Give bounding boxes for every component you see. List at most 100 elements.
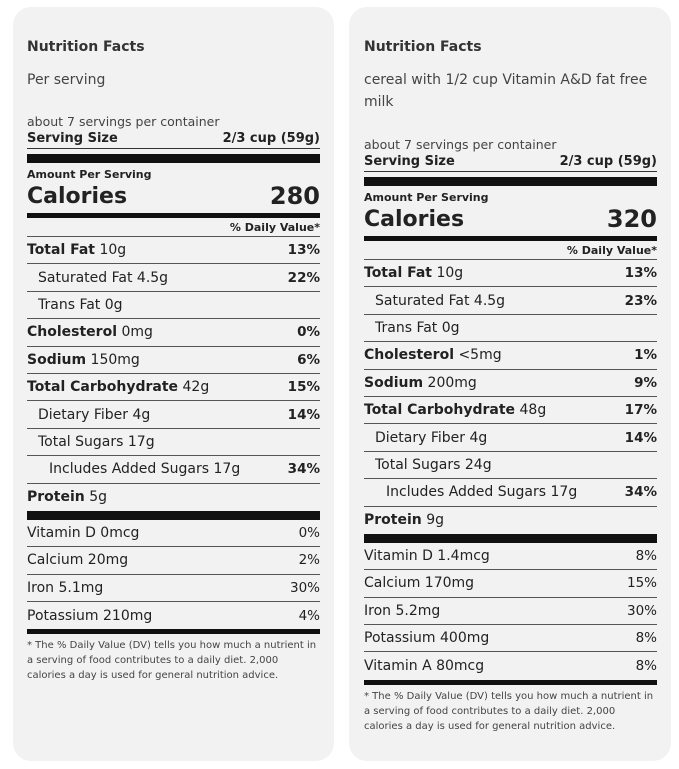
nutrient-row: Total Sugars 17g xyxy=(27,429,320,457)
nutrient-name: Saturated Fat xyxy=(375,292,470,309)
vitamin-dv: 15% xyxy=(626,575,657,592)
serving-size-row: Serving Size 2/3 cup (59g) xyxy=(364,152,657,172)
thick-divider xyxy=(364,533,657,543)
label-subtitle: Per serving xyxy=(27,72,106,88)
nutrient-row: Saturated Fat 4.5g 22% xyxy=(27,264,320,292)
vitamin-label: Potassium 400mg xyxy=(364,630,490,647)
nutrient-dv: 13% xyxy=(624,265,657,282)
vitamin-row: Calcium 170mg 15% xyxy=(364,570,657,598)
nutrient-row: Sodium 150mg 6% xyxy=(27,347,320,374)
nutrient-name: Protein xyxy=(364,512,422,529)
nutrient-row: Trans Fat 0g xyxy=(364,315,657,343)
servings-per-container: about 7 servings per container xyxy=(27,114,220,129)
label-title: Nutrition Facts xyxy=(27,39,145,55)
vitamin-label: Potassium 210mg xyxy=(27,607,153,624)
calories-row: Calories 320 xyxy=(364,204,657,234)
footnote: * The % Daily Value (DV) tells you how m… xyxy=(27,640,317,682)
nutrient-amount: 17g xyxy=(127,433,155,450)
nutrient-name: Cholesterol xyxy=(27,324,117,341)
nutrition-panel-per-serving: Nutrition Facts Per serving about 7 serv… xyxy=(13,7,334,761)
vitamin-row: Vitamin D 0mcg 0% xyxy=(27,520,320,548)
nutrient-name: Total Sugars xyxy=(38,433,124,450)
vitamin-row: Vitamin D 1.4mcg 8% xyxy=(364,543,657,571)
nutrient-dv: 34% xyxy=(287,461,320,478)
serving-size-row: Serving Size 2/3 cup (59g) xyxy=(27,129,320,149)
nutrient-amount: 4.5g xyxy=(473,292,506,309)
nutrient-amount: 0g xyxy=(441,319,460,336)
nutrient-dv: 13% xyxy=(287,242,320,259)
nutrient-dv: 14% xyxy=(287,406,320,423)
nutrition-panel-with-milk: Nutrition Facts cereal with 1/2 cup Vita… xyxy=(349,7,671,761)
nutrient-dv: 6% xyxy=(297,351,320,368)
vitamin-dv: 2% xyxy=(298,552,320,569)
medium-divider xyxy=(364,236,657,241)
vitamin-row: Vitamin A 80mcg 8% xyxy=(364,652,657,679)
nutrient-dv: 22% xyxy=(287,269,320,286)
medium-divider xyxy=(27,629,320,635)
nutrient-row: Dietary Fiber 4g 14% xyxy=(364,424,657,452)
nutrient-name: Includes Added Sugars xyxy=(49,461,210,478)
amount-per-serving: Amount Per Serving xyxy=(364,191,489,204)
serving-size-label: Serving Size xyxy=(27,131,118,146)
daily-value-header-row: % Daily Value* xyxy=(364,241,657,260)
nutrient-amount: 200mg xyxy=(427,374,477,391)
nutrient-amount: 17g xyxy=(550,484,578,501)
vitamin-row: Iron 5.2mg 30% xyxy=(364,598,657,626)
nutrient-name: Sodium xyxy=(27,351,87,368)
vitamin-dv: 8% xyxy=(635,658,657,675)
thick-divider xyxy=(27,154,320,163)
nutrient-amount: 0g xyxy=(104,296,123,313)
nutrient-name: Trans Fat xyxy=(375,319,438,336)
vitamin-dv: 30% xyxy=(289,579,320,596)
nutrient-amount: 10g xyxy=(436,265,464,282)
nutrient-row: Protein 9g xyxy=(364,507,657,534)
nutrient-row: Total Fat 10g 13% xyxy=(364,260,657,288)
serving-size-value: 2/3 cup (59g) xyxy=(222,131,320,146)
vitamin-label: Calcium 170mg xyxy=(364,575,475,592)
nutrient-amount: 4g xyxy=(132,406,151,423)
nutrient-amount: 48g xyxy=(519,402,547,419)
serving-size-label: Serving Size xyxy=(364,154,455,169)
nutrient-row: Trans Fat 0g xyxy=(27,292,320,320)
serving-size-value: 2/3 cup (59g) xyxy=(559,154,657,169)
vitamin-dv: 30% xyxy=(626,602,657,619)
vitamin-label: Iron 5.1mg xyxy=(27,579,104,596)
vitamin-list: Vitamin D 0mcg 0% Calcium 20mg 2% Iron 5… xyxy=(27,520,320,630)
vitamin-label: Vitamin D 0mcg xyxy=(27,525,140,542)
nutrient-dv: 1% xyxy=(634,347,657,364)
label-subtitle: cereal with 1/2 cup Vitamin A&D fat free… xyxy=(364,72,648,110)
calories-value: 280 xyxy=(269,182,320,210)
thick-divider xyxy=(27,510,320,520)
nutrient-amount: 42g xyxy=(182,379,210,396)
nutrition-label: Nutrition Facts Per serving about 7 serv… xyxy=(27,7,320,747)
vitamin-label: Vitamin A 80mcg xyxy=(364,658,485,675)
amount-per-serving: Amount Per Serving xyxy=(27,168,152,181)
vitamin-label: Vitamin D 1.4mcg xyxy=(364,548,490,565)
nutrient-name: Dietary Fiber xyxy=(38,406,129,423)
nutrient-name: Total Carbohydrate xyxy=(27,379,179,396)
vitamin-dv: 0% xyxy=(298,525,320,542)
nutrient-row: Includes Added Sugars 17g 34% xyxy=(364,479,657,507)
nutrient-name: Includes Added Sugars xyxy=(386,484,547,501)
nutrient-row: Cholesterol <5mg 1% xyxy=(364,342,657,370)
nutrient-amount: 5g xyxy=(89,489,107,506)
servings-per-container: about 7 servings per container xyxy=(364,137,557,152)
nutrient-amount: 24g xyxy=(464,456,492,473)
nutrient-row: Dietary Fiber 4g 14% xyxy=(27,401,320,429)
nutrient-row: Saturated Fat 4.5g 23% xyxy=(364,287,657,315)
thick-divider xyxy=(364,177,657,186)
nutrient-name: Protein xyxy=(27,489,85,506)
calories-row: Calories 280 xyxy=(27,181,320,211)
nutrient-list: Total Fat 10g 13% Saturated Fat 4.5g 23%… xyxy=(364,260,657,534)
nutrient-amount: 4.5g xyxy=(136,269,169,286)
footnote: * The % Daily Value (DV) tells you how m… xyxy=(364,690,654,732)
vitamin-label: Calcium 20mg xyxy=(27,552,129,569)
vitamin-row: Potassium 400mg 8% xyxy=(364,625,657,653)
medium-divider xyxy=(364,679,657,685)
nutrient-dv: 34% xyxy=(624,484,657,501)
label-title: Nutrition Facts xyxy=(364,39,482,55)
daily-value-header: % Daily Value* xyxy=(566,243,657,257)
nutrition-label: Nutrition Facts cereal with 1/2 cup Vita… xyxy=(364,7,657,747)
nutrient-row: Total Carbohydrate 42g 15% xyxy=(27,374,320,402)
nutrient-dv: 14% xyxy=(624,429,657,446)
